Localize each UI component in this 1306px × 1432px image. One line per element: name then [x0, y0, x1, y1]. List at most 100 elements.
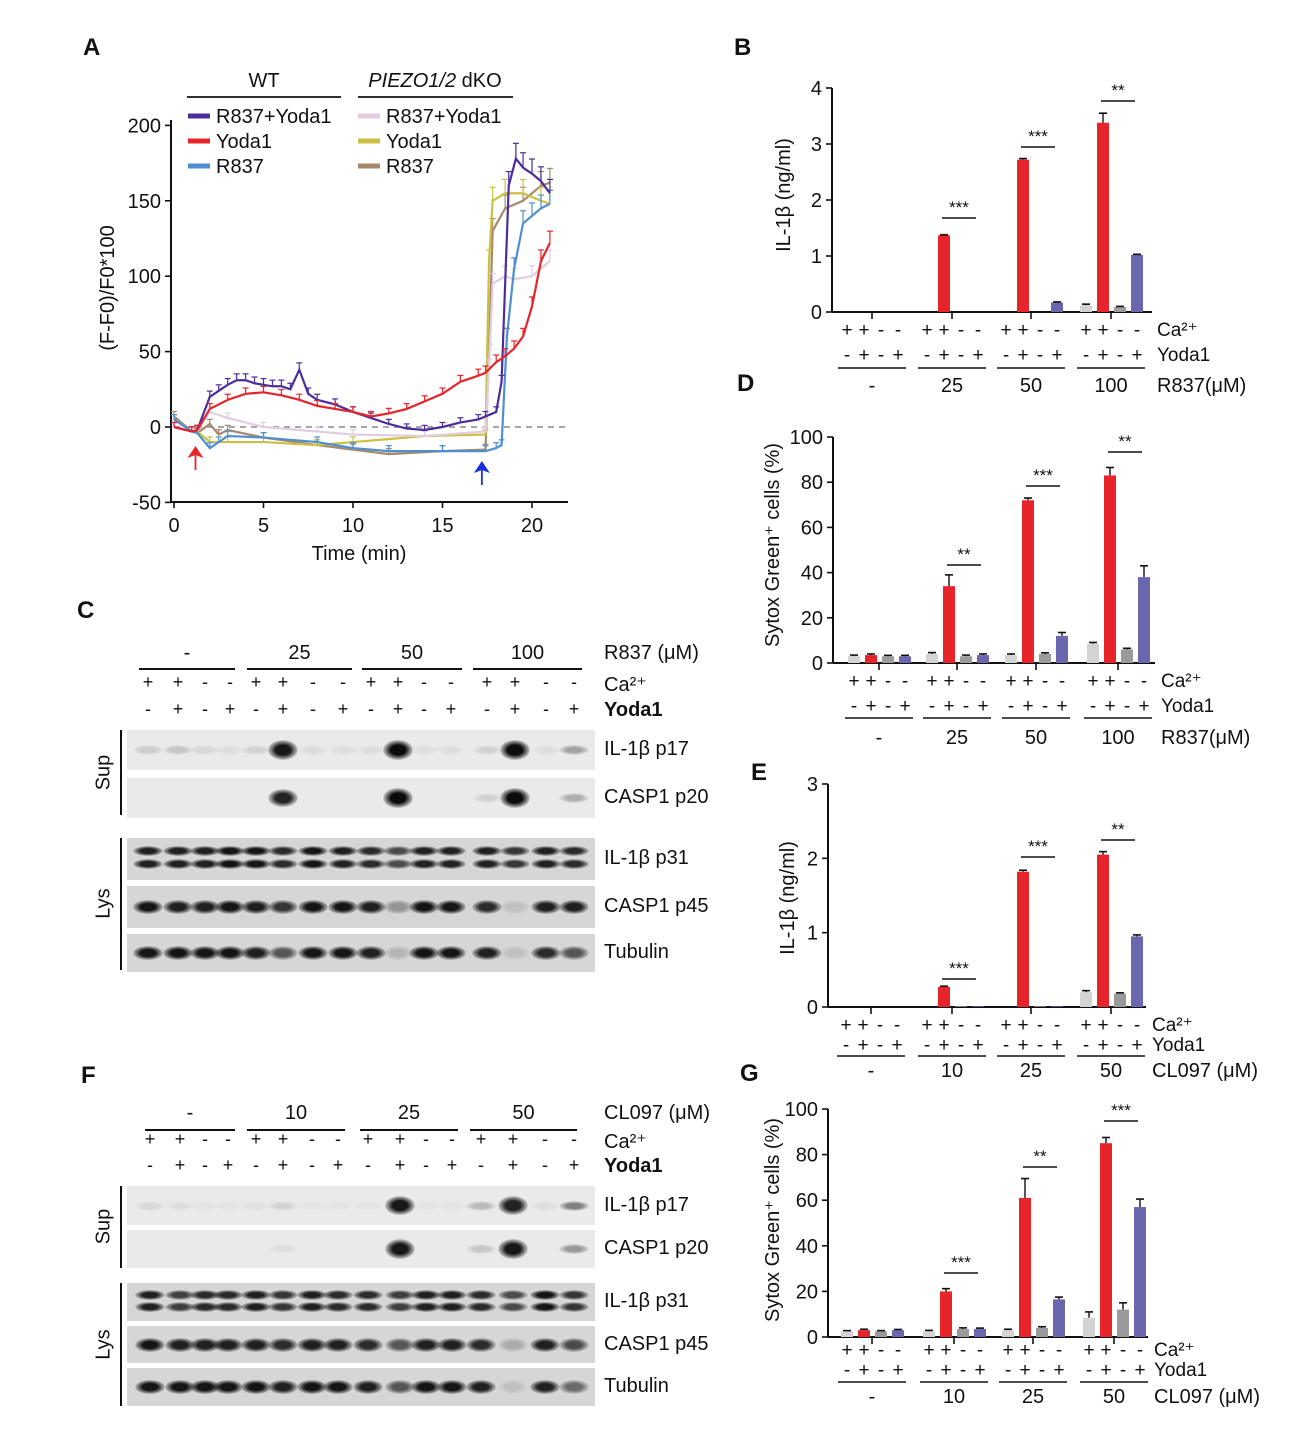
protein-band	[356, 859, 386, 870]
yoda-sign: +	[1097, 345, 1108, 366]
yoda-sign: +	[337, 699, 349, 719]
yoda-sign: +	[1053, 1360, 1064, 1381]
protein-band	[559, 1301, 589, 1312]
ca-sign: -	[958, 320, 964, 341]
protein-band	[466, 1337, 496, 1352]
bar	[957, 1329, 969, 1337]
ca-sign: +	[857, 1015, 868, 1036]
protein-band	[268, 788, 298, 808]
dose-label: 50	[400, 642, 424, 664]
blot-row-tubulin	[127, 934, 595, 972]
protein-band	[559, 846, 589, 857]
protein-band	[436, 946, 466, 960]
yoda-sign: +	[938, 1035, 949, 1056]
yoda-sign: +	[277, 1155, 289, 1175]
ca-sign: -	[1042, 671, 1048, 692]
dose-row-label: CL097 (μM)	[604, 1102, 710, 1124]
bar	[1131, 936, 1143, 1007]
red-arrow-icon	[187, 446, 204, 458]
blot-row-casp1-p20	[127, 778, 595, 818]
ca-sign: -	[975, 1015, 981, 1036]
protein-band	[190, 1337, 220, 1352]
protein-band	[500, 787, 530, 809]
protein-band	[215, 745, 245, 755]
ca-sign: +	[277, 672, 289, 692]
yoda-sign: +	[1017, 345, 1028, 366]
protein-band	[268, 846, 298, 857]
ca-sign: +	[481, 672, 493, 692]
dose-underline	[473, 668, 582, 670]
protein-band	[472, 846, 502, 857]
dose-label: 50	[512, 1102, 535, 1124]
group-label: 10	[943, 1386, 965, 1408]
y-tick-label: 100	[128, 266, 161, 288]
blot-row-casp1-p20	[127, 1230, 595, 1268]
ca-sign: -	[542, 1129, 548, 1149]
protein-band	[297, 1200, 327, 1211]
panel-letter-b: B	[734, 34, 752, 61]
protein-band	[190, 1200, 220, 1211]
ca-sign: -	[335, 1129, 341, 1149]
yoda-sign: -	[878, 1360, 884, 1381]
protein-band	[297, 1290, 327, 1301]
yoda-sign: -	[368, 699, 374, 719]
ca-sign: -	[1124, 671, 1130, 692]
protein-band	[268, 1290, 298, 1301]
dose-row-label: CL097 (μM)	[1152, 1060, 1258, 1082]
group-label: -	[868, 1060, 875, 1082]
ca-sign: -	[1054, 1015, 1060, 1036]
yoda-sign: -	[543, 699, 549, 719]
bar	[938, 235, 950, 312]
ca-sign: -	[310, 672, 316, 692]
significance-stars: ***	[949, 959, 969, 978]
significance-stars: **	[1111, 820, 1125, 839]
ca-sign: +	[1080, 1015, 1091, 1036]
protein-band	[328, 900, 358, 914]
protein-band	[383, 787, 413, 809]
ca-sign: +	[1097, 320, 1108, 341]
legend-label: R837+Yoda1	[386, 106, 502, 128]
yoda-sign: +	[972, 1035, 983, 1056]
blot-row-label: CASP1 p45	[604, 1332, 709, 1355]
bar	[1100, 1143, 1112, 1337]
x-axis-label: Time (min)	[312, 543, 407, 565]
yoda-sign: +	[892, 1360, 903, 1381]
ca-sign: +	[1017, 1015, 1028, 1036]
protein-band	[268, 1244, 298, 1254]
bar	[1104, 475, 1116, 663]
protein-band	[466, 1244, 496, 1254]
ca-sign: -	[894, 1015, 900, 1036]
yoda-sign: +	[858, 1360, 869, 1381]
protein-band	[135, 1200, 165, 1211]
bar	[1097, 122, 1109, 312]
protein-band	[559, 1337, 589, 1352]
protein-band	[472, 859, 502, 870]
ca-sign: +	[848, 671, 859, 692]
bar	[1034, 1006, 1046, 1007]
protein-band	[411, 1380, 441, 1394]
x-tick-label: 5	[258, 515, 269, 537]
legend-label: Yoda1	[216, 131, 272, 153]
protein-band	[298, 859, 328, 870]
protein-band	[559, 900, 589, 914]
bar	[1087, 643, 1099, 663]
protein-band	[383, 739, 413, 761]
yoda-sign: +	[977, 696, 988, 717]
ca-sign: +	[250, 1129, 262, 1149]
protein-band	[190, 1380, 220, 1394]
y-tick-label: 0	[150, 417, 161, 439]
protein-band	[353, 1380, 383, 1394]
protein-band	[436, 859, 466, 870]
significance-stars: ***	[1111, 1101, 1131, 1120]
protein-band	[531, 846, 561, 857]
blot-row-label: IL-1β p17	[604, 738, 689, 760]
protein-band	[356, 745, 386, 755]
bar	[1051, 1006, 1063, 1007]
protein-band	[133, 846, 163, 857]
ca-sign: -	[980, 671, 986, 692]
x-tick-label: 15	[431, 515, 453, 537]
blot-row-il-1--p17	[127, 1186, 595, 1225]
